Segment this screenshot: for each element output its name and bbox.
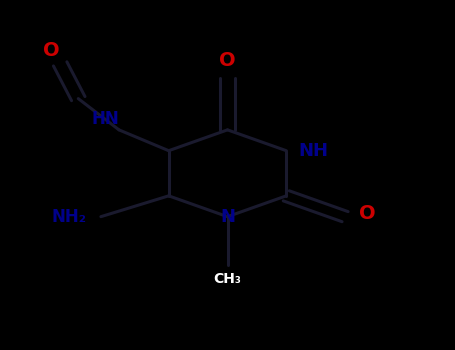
Text: NH₂: NH₂: [52, 208, 87, 226]
Text: CH₃: CH₃: [213, 272, 242, 286]
Text: HN: HN: [91, 111, 119, 128]
Text: NH: NH: [298, 142, 329, 160]
Text: O: O: [359, 204, 376, 223]
Text: O: O: [219, 51, 236, 70]
Text: N: N: [220, 208, 235, 226]
Text: O: O: [43, 41, 60, 60]
